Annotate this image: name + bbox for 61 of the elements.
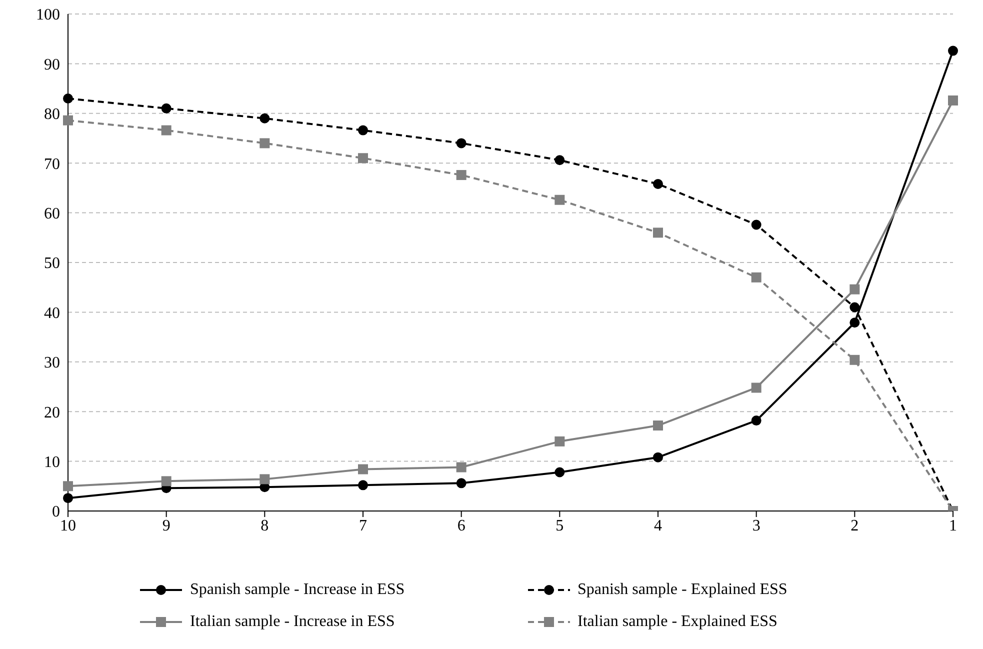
y-tick-label: 30 [44,354,60,372]
y-tick-label: 40 [44,304,60,322]
point [653,178,663,189]
point [850,318,860,328]
point [358,125,368,136]
point [948,95,958,106]
point [456,170,466,180]
x-tick-label: 5 [556,517,564,534]
point [554,467,565,478]
legend-label: Italian sample - Explained ESS [578,613,778,631]
point [653,452,663,462]
y-tick-label: 70 [44,156,60,173]
y-tick-label: 20 [44,404,60,422]
y-tick-label: 100 [36,6,60,24]
point [751,382,762,393]
y-tick-label: 50 [44,255,60,272]
x-tick-label: 8 [260,517,269,534]
point [850,284,860,294]
point [948,46,958,56]
point [358,464,368,474]
point [554,194,565,205]
y-tick-label: 90 [44,56,60,74]
y-tick-label: 80 [44,106,60,124]
x-tick-label: 10 [60,517,76,534]
y-tick-label: 60 [44,205,60,222]
point [63,115,73,126]
legend-label: Spanish sample - Explained ESS [578,581,788,599]
point [751,272,762,282]
y-tick-label: 0 [52,504,60,521]
x-tick-label: 6 [457,517,466,534]
point [751,220,762,230]
x-tick-label: 2 [850,517,859,534]
point [653,228,663,238]
point [63,493,73,504]
x-tick-label: 7 [359,517,367,534]
point [456,138,466,148]
point [456,462,466,472]
legend-label: Spanish sample - Increase in ESS [190,581,405,599]
point [161,476,172,486]
x-tick-label: 4 [654,517,662,534]
point [260,474,270,484]
y-tick-label: 10 [44,454,60,471]
legend-label: Italian sample - Increase in ESS [190,613,395,631]
point [161,125,172,136]
point [358,480,368,490]
point [63,93,73,104]
x-tick-label: 1 [949,517,957,534]
point [260,138,270,148]
x-tick-label: 3 [752,517,760,534]
point [456,478,466,488]
point [653,420,663,431]
x-tick-label: 9 [162,517,170,534]
point [554,155,565,166]
point [260,113,270,124]
point [850,354,860,365]
point [850,302,860,312]
point [358,153,368,164]
point [554,436,565,446]
point [63,481,73,492]
point [161,103,172,114]
point [751,416,762,426]
